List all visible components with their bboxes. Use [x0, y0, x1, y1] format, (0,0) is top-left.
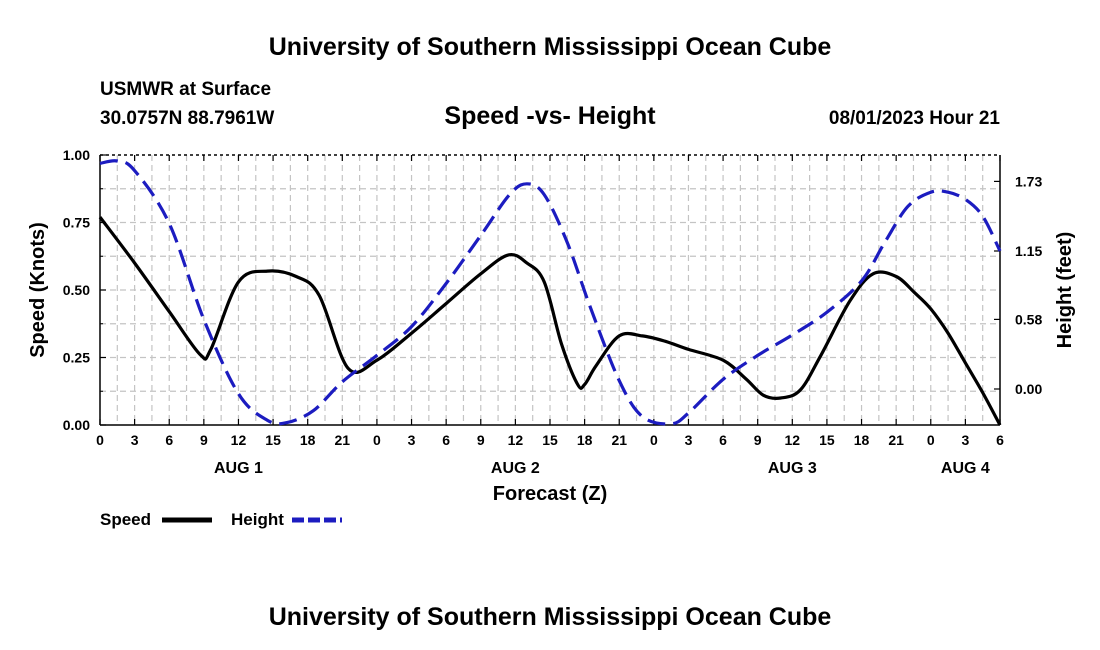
x-tick-label: 0 — [650, 432, 658, 448]
x-tick-label: 6 — [442, 432, 450, 448]
x-tick-label: 3 — [685, 432, 693, 448]
y2-tick-label: 0.58 — [1015, 311, 1042, 327]
station-label: USMWR at Surface — [100, 79, 271, 100]
y-tick-label: 1.00 — [63, 147, 90, 163]
header-title: University of Southern Mississippi Ocean… — [269, 33, 832, 61]
legend-label-height: Height — [231, 510, 284, 529]
x-tick-label: 15 — [265, 432, 281, 448]
x-tick-label: 15 — [819, 432, 835, 448]
axis-labels: 0 3 6 9 12 15 18 21 0 3 6 9 12 15 18 21 0 3 6 9 12 15 18 21 0 3 6A… — [63, 147, 1043, 477]
day-label: AUG 2 — [491, 460, 540, 477]
day-label: AUG 4 — [941, 460, 990, 477]
y2-axis-title: Height (feet) — [1054, 232, 1076, 349]
y2-tick-label: 1.73 — [1015, 173, 1042, 189]
x-axis-title: Forecast (Z) — [493, 483, 607, 505]
x-tick-label: 3 — [408, 432, 416, 448]
x-tick-label: 0 — [373, 432, 381, 448]
x-tick-label: 3 — [131, 432, 139, 448]
y-axis-title: Speed (Knots) — [27, 222, 49, 358]
x-tick-label: 21 — [335, 432, 351, 448]
x-tick-label: 9 — [200, 432, 208, 448]
axes — [99, 154, 1001, 426]
x-tick-label: 6 — [996, 432, 1004, 448]
x-tick-label: 9 — [754, 432, 762, 448]
x-tick-label: 18 — [300, 432, 316, 448]
x-tick-label: 0 — [927, 432, 935, 448]
y2-tick-label: 0.00 — [1015, 381, 1042, 397]
y2-tick-label: 1.15 — [1015, 243, 1042, 259]
location-label: 30.0757N 88.7961W — [100, 108, 274, 129]
x-tick-label: 18 — [854, 432, 870, 448]
y-tick-label: 0.00 — [63, 417, 90, 433]
y-tick-label: 0.25 — [63, 350, 90, 366]
series-lines — [98, 159, 1002, 426]
y-tick-label: 0.75 — [63, 215, 90, 231]
series-line-speed — [98, 216, 1002, 426]
chart-title: Speed -vs- Height — [444, 102, 656, 130]
x-tick-label: 21 — [611, 432, 627, 448]
datetime-label: 08/01/2023 Hour 21 — [829, 108, 1001, 129]
x-tick-label: 12 — [231, 432, 247, 448]
x-tick-label: 6 — [719, 432, 727, 448]
day-label: AUG 3 — [768, 460, 817, 477]
y-tick-label: 0.50 — [63, 282, 90, 298]
x-tick-label: 0 — [96, 432, 104, 448]
x-tick-label: 18 — [577, 432, 593, 448]
x-tick-label: 9 — [477, 432, 485, 448]
x-tick-label: 21 — [888, 432, 904, 448]
series-line-height — [99, 159, 1002, 426]
footer-title: University of Southern Mississippi Ocean… — [269, 603, 832, 631]
x-tick-label: 12 — [508, 432, 524, 448]
legend-label-speed: Speed — [100, 510, 151, 529]
x-tick-label: 3 — [961, 432, 969, 448]
x-tick-label: 12 — [785, 432, 801, 448]
x-tick-label: 15 — [542, 432, 558, 448]
legend: Speed Height — [100, 510, 342, 529]
day-label: AUG 1 — [214, 460, 263, 477]
x-tick-label: 6 — [165, 432, 173, 448]
